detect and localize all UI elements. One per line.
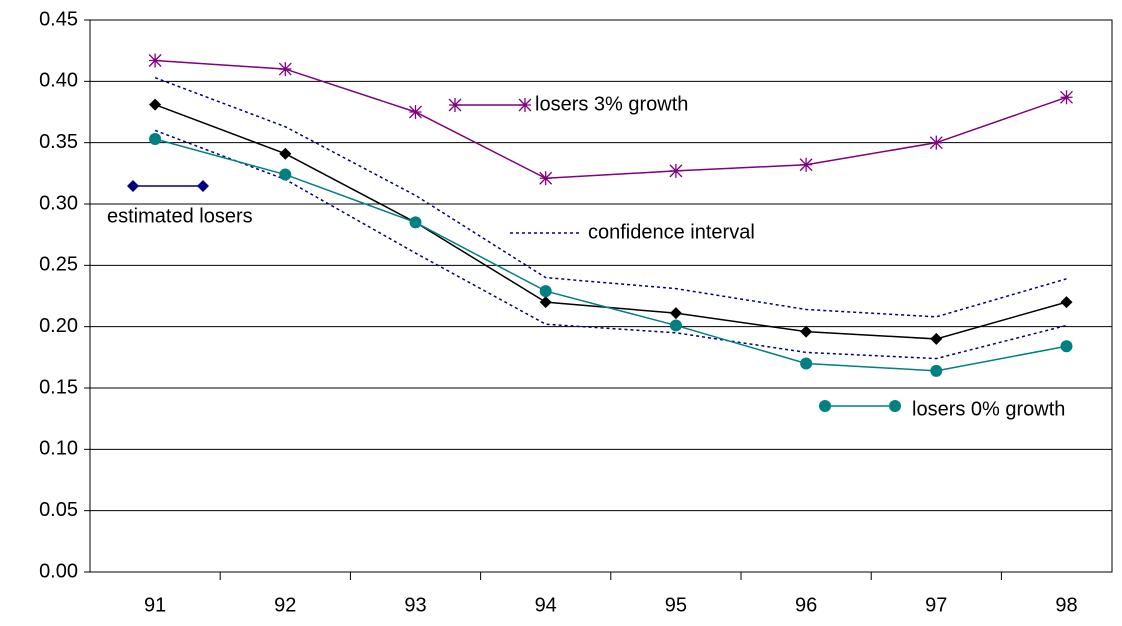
- x-tick-label: 92: [274, 594, 296, 616]
- point: [149, 132, 162, 145]
- point: [278, 62, 292, 77]
- point: [409, 105, 422, 119]
- point: [149, 98, 162, 111]
- point: [930, 364, 943, 377]
- point: [800, 325, 813, 338]
- x-tick-label: 96: [795, 594, 817, 616]
- series: [149, 132, 1073, 377]
- y-tick-label: 0.15: [39, 376, 78, 398]
- point: [799, 157, 813, 172]
- point: [800, 357, 813, 370]
- point: [409, 216, 422, 229]
- x-tick-label: 93: [404, 594, 426, 616]
- point: [1060, 90, 1073, 105]
- point: [279, 168, 292, 181]
- x-tick-label: 97: [925, 594, 947, 616]
- point: [539, 296, 552, 309]
- plot-area: [89, 19, 1113, 573]
- point: [930, 332, 943, 345]
- series-line: [155, 59, 1067, 180]
- point: [929, 135, 943, 150]
- y-tick-label: 0.45: [39, 8, 78, 30]
- legend-label: confidence interval: [588, 221, 755, 243]
- legend-label: estimated losers: [107, 205, 253, 227]
- x-tick-label: 91: [144, 594, 166, 616]
- series: [154, 76, 1067, 360]
- point: [448, 98, 462, 112]
- point: [197, 180, 209, 192]
- x-tick-label: 98: [1055, 594, 1077, 616]
- point: [669, 163, 683, 178]
- point: [127, 180, 139, 192]
- y-tick-label: 0.00: [39, 560, 78, 582]
- point: [148, 53, 162, 68]
- series-line: [154, 129, 1067, 360]
- point: [889, 400, 901, 412]
- x-tick-label: 95: [665, 594, 687, 616]
- point: [1060, 340, 1073, 353]
- point: [279, 147, 292, 160]
- y-tick-label: 0.10: [39, 438, 78, 460]
- y-tick-label: 0.30: [39, 192, 78, 214]
- y-tick-label: 0.40: [39, 70, 78, 92]
- point: [669, 319, 682, 332]
- y-tick-label: 0.20: [39, 315, 78, 337]
- point: [539, 285, 552, 298]
- point: [518, 98, 532, 112]
- x-tick-label: 94: [535, 594, 557, 616]
- point: [1060, 296, 1073, 309]
- y-tick-label: 0.05: [39, 499, 78, 521]
- legend-label: losers 0% growth: [912, 398, 1065, 420]
- series: [148, 53, 1073, 186]
- point: [669, 307, 682, 320]
- y-tick-label: 0.35: [39, 131, 78, 153]
- point: [539, 171, 553, 186]
- y-tick-label: 0.25: [39, 254, 78, 276]
- series-line: [154, 138, 1067, 372]
- point: [819, 400, 831, 412]
- legend-label: losers 3% growth: [535, 93, 688, 115]
- series-line: [154, 76, 1067, 318]
